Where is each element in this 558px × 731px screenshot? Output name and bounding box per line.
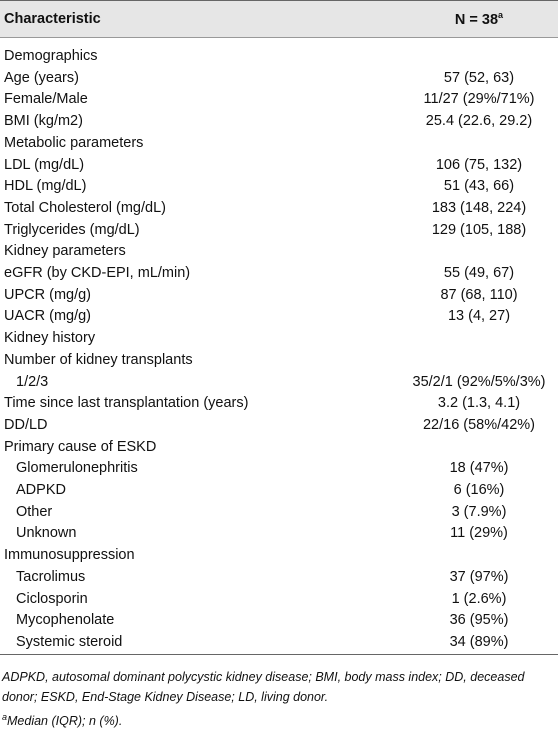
table-row: 1/2/3 35/2/1 (92%/5%/3%) [0,372,558,394]
row-label: HDL (mg/dL) [4,178,87,195]
table-row: Metabolic parameters [0,133,558,155]
row-label: eGFR (by CKD-EPI, mL/min) [4,265,191,282]
footnote-text: Median (IQR); n (%). [7,713,123,728]
table-row: Glomerulonephritis 18 (47%) [0,458,558,480]
table-row: Total Cholesterol (mg/dL) 183 (148, 224) [0,198,558,220]
row-value: 129 (105, 188) [431,221,527,238]
table-row: UACR (mg/g) 13 (4, 27) [0,306,558,328]
row-label: LDL (mg/dL) [4,156,85,173]
header-row: Characteristic N = 38a [0,0,558,38]
row-label: Unknown [16,525,77,542]
table-row: Immunosuppression [0,545,558,567]
row-label: 1/2/3 [16,373,49,390]
table-row: Other 3 (7.9%) [0,502,558,524]
row-label: Primary cause of ESKD [4,438,157,455]
row-value [400,328,558,350]
row-label: Number of kidney transplants [4,351,193,368]
row-label: Age (years) [4,69,79,86]
row-value: 11 (29%) [450,525,508,542]
row-label: Other [16,503,53,520]
row-label: Metabolic parameters [4,134,144,151]
row-label: Kidney history [4,330,96,347]
row-label: Female/Male [4,91,88,108]
row-label: Systemic steroid [16,633,123,650]
row-value: 87 (68, 110) [440,286,518,303]
row-label: Immunosuppression [4,547,135,564]
footnote: aMedian (IQR); n (%). [2,707,556,731]
row-value: 6 (16%) [453,482,505,499]
row-value: 22/16 (58%/42%) [422,416,536,433]
table-row: LDL (mg/dL) 106 (75, 132) [0,155,558,177]
row-value: 25.4 (22.6, 29.2) [425,113,533,130]
table-row: Kidney history [0,328,558,350]
table-row: BMI (kg/m2) 25.4 (22.6, 29.2) [0,111,558,133]
row-value: 1 (2.6%) [451,590,507,607]
row-label: Demographics [4,48,98,64]
row-label: Time since last transplantation (years) [4,395,249,412]
table-row: Ciclosporin 1 (2.6%) [0,589,558,611]
row-value: 34 (89%) [449,633,509,650]
table-row: Unknown 11 (29%) [0,523,558,545]
row-value [400,545,558,567]
table-row: Age (years) 57 (52, 63) [0,68,558,90]
table-row: HDL (mg/dL) 51 (43, 66) [0,176,558,198]
row-value [400,38,558,68]
table-row: DD/LD 22/16 (58%/42%) [0,415,558,437]
table-body: Demographics Age (years) 57 (52, 63) Female… [0,38,558,655]
row-label: ADPKD [16,482,66,499]
row-value: 55 (49, 67) [443,265,515,282]
header-text: N = 38 [454,11,499,28]
table-row: Number of kidney transplants [0,350,558,372]
row-value: 37 (97%) [449,568,509,585]
row-value: 18 (47%) [449,460,509,477]
row-value: 51 (43, 66) [443,178,515,195]
row-value [400,437,558,459]
footnote: ADPKD, autosomal dominant polycystic kid… [2,669,525,704]
row-label: Kidney parameters [4,243,126,260]
row-value: 3.2 (1.3, 4.1) [437,395,521,412]
row-value: 183 (148, 224) [431,199,527,216]
table-row: UPCR (mg/g) 87 (68, 110) [0,285,558,307]
row-value: 35/2/1 (92%/5%/3%) [412,373,546,390]
table-row: Primary cause of ESKD [0,437,558,459]
row-label: UACR (mg/g) [4,308,92,325]
header-cell: Characteristic [4,11,101,27]
row-value: 3 (7.9%) [451,503,507,520]
row-value [400,241,558,263]
row-value [400,350,558,372]
row-label: Tacrolimus [16,568,86,585]
header-cell: N = 38a [400,1,558,38]
table-header: Characteristic N = 38a [0,0,558,38]
footnotes: ADPKD, autosomal dominant polycystic kid… [0,655,558,731]
table-row: Demographics [0,38,558,68]
table-row: eGFR (by CKD-EPI, mL/min) 55 (49, 67) [0,263,558,285]
row-value: 13 (4, 27) [447,308,511,325]
footnote-mark: a [498,10,504,21]
row-label: Triglycerides (mg/dL) [4,221,140,238]
row-label: DD/LD [4,416,48,433]
row-label: Ciclosporin [16,590,88,607]
row-label: BMI (kg/m2) [4,113,83,130]
table-row: Tacrolimus 37 (97%) [0,567,558,589]
table-row: Triglycerides (mg/dL) 129 (105, 188) [0,220,558,242]
row-value: 11/27 (29%/71%) [423,91,535,108]
row-label: Glomerulonephritis [16,460,138,477]
table-row: ADPKD 6 (16%) [0,480,558,502]
row-label: Mycophenolate [16,612,115,629]
table-row: Kidney parameters [0,241,558,263]
row-label: Total Cholesterol (mg/dL) [4,199,166,216]
table-row: Female/Male 11/27 (29%/71%) [0,89,558,111]
footnote-mark: a [2,711,8,722]
table-row: Systemic steroid 34 (89%) [0,632,558,654]
data-table: Characteristic N = 38a Demographics Age (… [0,0,558,655]
row-value: 106 (75, 132) [435,156,523,173]
row-value [400,133,558,155]
table-row: Time since last transplantation (years) 3… [0,393,558,415]
row-value: 57 (52, 63) [443,69,515,86]
row-value: 36 (95%) [449,612,509,629]
row-label: UPCR (mg/g) [4,286,92,303]
table-row: Mycophenolate 36 (95%) [0,610,558,632]
